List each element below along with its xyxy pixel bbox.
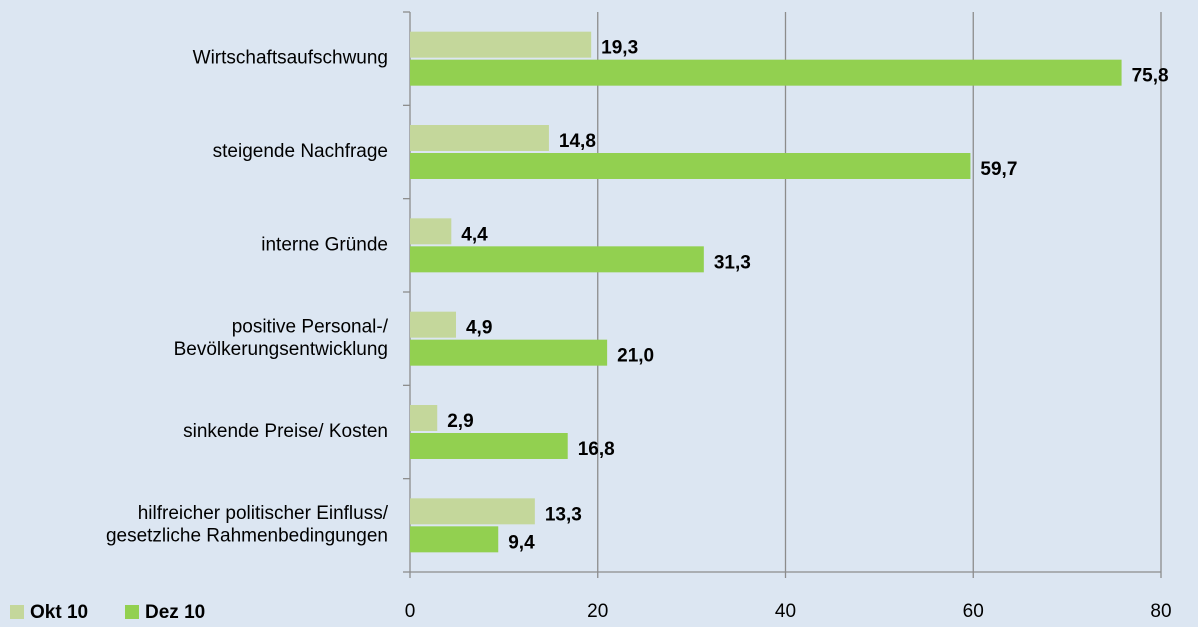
legend-swatch: [10, 605, 24, 619]
x-tick-label: 80: [1150, 601, 1171, 622]
category-label: Wirtschaftsaufschwung: [193, 48, 388, 69]
bar: [410, 218, 452, 245]
bar: [410, 433, 568, 459]
x-tick-label: 60: [963, 601, 984, 622]
bar: [410, 498, 535, 525]
bar: [410, 526, 499, 553]
bar: [410, 59, 1122, 86]
bar: [410, 153, 971, 179]
legend-label: Dez 10: [145, 602, 205, 623]
bar: [410, 246, 704, 273]
value-label: 75,8: [1132, 66, 1169, 87]
bar: [410, 339, 608, 366]
value-label: 13,3: [545, 504, 582, 525]
category-label: interne Gründe: [261, 234, 388, 255]
legend-swatch: [125, 605, 139, 619]
bar: [410, 405, 438, 431]
category-label: steigende Nachfrage: [213, 141, 388, 162]
category-label: positive Personal-/Bevölkerungsentwicklu…: [174, 316, 389, 360]
value-label: 31,3: [714, 252, 751, 273]
value-label: 16,8: [578, 439, 615, 460]
value-label: 19,3: [601, 38, 638, 59]
x-tick-label: 20: [587, 601, 608, 622]
bar: [410, 125, 549, 151]
value-label: 4,9: [466, 318, 492, 339]
x-tick-label: 40: [775, 601, 796, 622]
value-label: 59,7: [980, 159, 1017, 180]
category-label: sinkende Preise/ Kosten: [183, 421, 388, 442]
value-label: 9,4: [508, 532, 535, 553]
value-label: 14,8: [559, 131, 596, 152]
bar: [410, 311, 456, 338]
legend-label: Okt 10: [30, 602, 88, 623]
value-label: 2,9: [447, 411, 473, 432]
x-tick-label: 0: [405, 601, 416, 622]
bar: [410, 31, 592, 58]
value-label: 4,4: [461, 224, 488, 245]
category-label: hilfreicher politischer Einfluss/gesetzl…: [106, 503, 389, 547]
value-label: 21,0: [617, 346, 654, 367]
